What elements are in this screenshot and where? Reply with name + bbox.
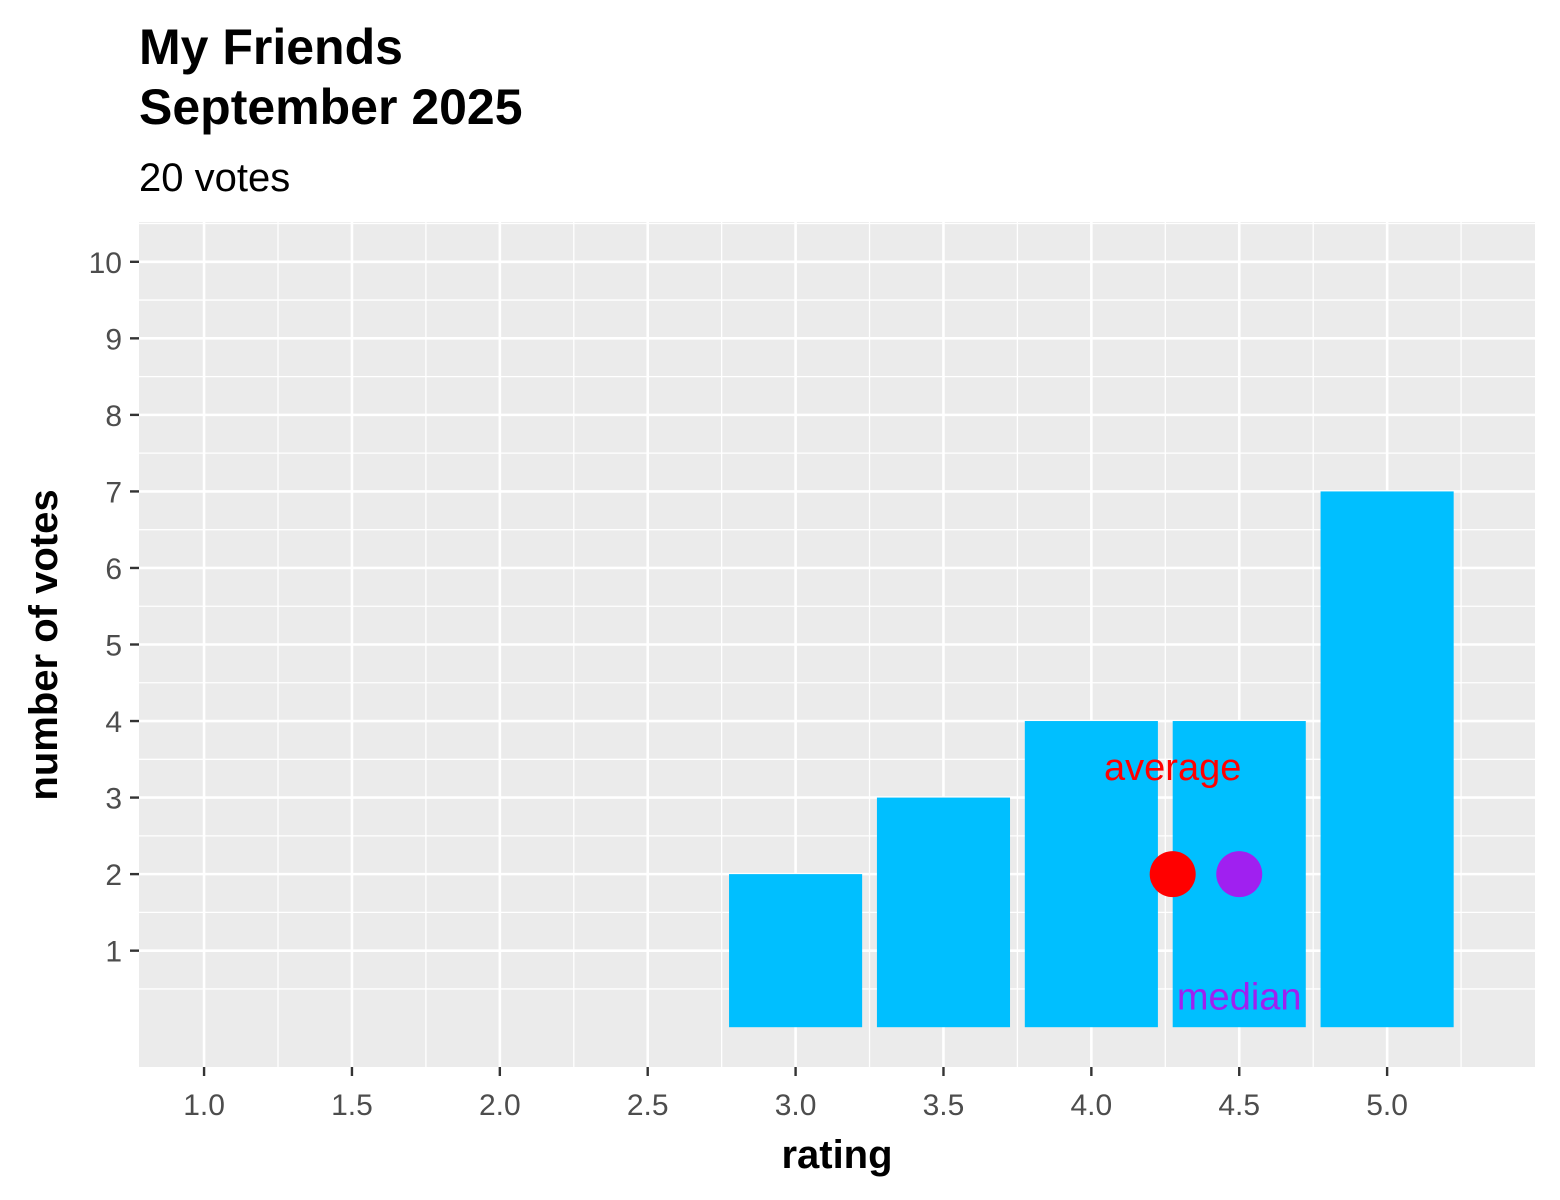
average-point <box>1149 851 1196 898</box>
bar-3.5 <box>876 797 1011 1028</box>
median-label: median <box>1177 977 1302 1019</box>
median-point <box>1216 851 1263 898</box>
y-tick-label: 2 <box>105 859 122 892</box>
chart-title-line-1: My Friends <box>139 19 403 75</box>
bar-4.0 <box>1024 721 1158 1028</box>
x-axis-title: rating <box>781 1133 892 1177</box>
x-tick-label: 3.5 <box>923 1089 965 1122</box>
chart-subtitle: 20 votes <box>139 156 290 200</box>
y-tick-label: 3 <box>105 783 122 816</box>
stat-points <box>1149 851 1263 898</box>
y-tick-label: 1 <box>105 936 122 969</box>
y-tick-label: 7 <box>105 476 122 509</box>
bar-3.0 <box>729 874 863 1028</box>
y-axis-title: number of votes <box>22 489 66 800</box>
y-tick-label: 9 <box>105 323 122 356</box>
x-axis: 1.0 1.5 2.0 2.5 3.0 3.5 4.0 4.5 5.0 <box>183 1067 1408 1122</box>
x-tick-label: 1.5 <box>331 1089 373 1122</box>
x-tick-label: 4.0 <box>1070 1089 1112 1122</box>
bar-5.0 <box>1320 491 1454 1028</box>
y-tick-label: 10 <box>89 247 122 280</box>
x-tick-label: 1.0 <box>183 1089 225 1122</box>
y-axis: 1 2 3 4 5 6 7 8 9 10 <box>89 247 139 969</box>
y-tick-label: 6 <box>105 553 122 586</box>
bars <box>729 491 1454 1028</box>
x-tick-label: 2.5 <box>627 1089 669 1122</box>
chart-title-line-2: September 2025 <box>139 79 523 135</box>
x-tick-label: 4.5 <box>1218 1089 1260 1122</box>
y-tick-label: 5 <box>105 630 122 663</box>
x-tick-label: 3.0 <box>775 1089 817 1122</box>
average-label: average <box>1104 747 1241 789</box>
x-tick-label: 5.0 <box>1366 1089 1408 1122</box>
y-tick-label: 8 <box>105 400 122 433</box>
annotations: average median <box>1104 747 1302 1019</box>
y-tick-label: 4 <box>105 706 122 739</box>
x-tick-label: 2.0 <box>479 1089 521 1122</box>
